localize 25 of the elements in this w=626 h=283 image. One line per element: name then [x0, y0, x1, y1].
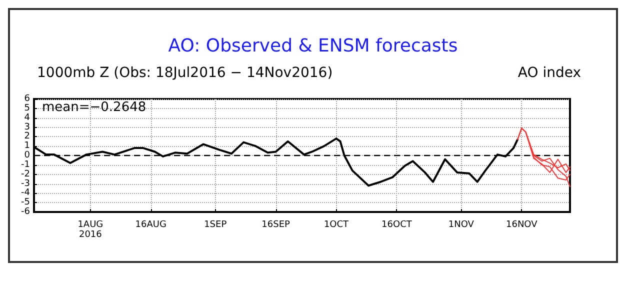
y-tick-label: -6	[21, 207, 30, 217]
y-tick-label: 2	[24, 132, 30, 142]
y-tick-label: 0	[24, 150, 30, 160]
y-tick-label: -3	[21, 178, 30, 189]
y-tick-label: 3	[24, 122, 30, 132]
chart-subtitle: 1000mb Z (Obs: 18Jul2016 − 14Nov2016)	[37, 65, 333, 81]
y-axis-title: AO index	[518, 65, 582, 81]
chart-title: AO: Observed & ENSM forecasts	[168, 36, 458, 56]
y-tick-label: -1	[21, 160, 30, 170]
y-tick-label: 6	[24, 94, 30, 104]
x-tick-label: 16OCT	[382, 220, 412, 230]
y-tick-label: 4	[24, 112, 30, 123]
y-tick-label: -5	[21, 198, 30, 208]
x-tick-label: 1AUG 2016	[78, 220, 104, 240]
y-tick-label: -4	[21, 188, 30, 198]
x-tick-label: 1NOV	[448, 220, 475, 230]
x-tick-label: 1OCT	[324, 220, 350, 230]
annotation: mean=−0.2648	[42, 100, 146, 115]
x-tick-label: 1SEP	[204, 220, 228, 230]
y-tick-label: 1	[24, 141, 30, 152]
y-tick-label: -2	[21, 169, 30, 180]
x-tick-label: 16AUG	[135, 220, 166, 230]
x-tick-label: 16SEP	[262, 220, 291, 230]
x-tick-label: 16NOV	[506, 220, 538, 230]
y-tick-label: 5	[24, 103, 30, 114]
